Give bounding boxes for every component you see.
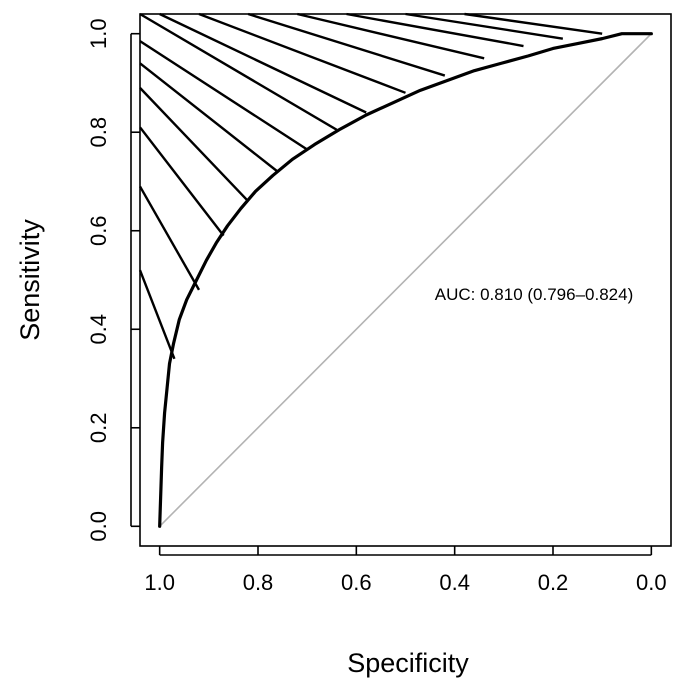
x-axis: 1.0 0.8 0.6 0.4 0.2 0.0 xyxy=(144,546,667,595)
y-tick-label-3: 0.6 xyxy=(86,215,111,246)
diagonal-reference-line xyxy=(159,33,652,527)
x-tick-label-0: 1.0 xyxy=(144,570,175,595)
x-axis-title: Specificity xyxy=(347,648,469,678)
x-tick-label-3: 0.4 xyxy=(439,570,470,595)
y-tick-label-0: 0.0 xyxy=(86,511,111,542)
plot-frame xyxy=(139,13,672,547)
ci-hatch-line-13 xyxy=(464,12,603,35)
ci-hatch-line-4 xyxy=(139,62,279,173)
ci-hatch-line-11 xyxy=(346,12,524,48)
ci-hatch-line-7 xyxy=(159,12,367,114)
y-tick-label-4: 0.8 xyxy=(86,117,111,148)
y-tick-label-2: 0.4 xyxy=(86,314,111,345)
auc-annotation: AUC: 0.810 (0.796–0.824) xyxy=(435,285,633,304)
x-tick-label-1: 0.8 xyxy=(243,570,274,595)
x-tick-label-5: 0.0 xyxy=(636,570,667,595)
y-axis: 0.0 0.2 0.4 0.6 0.8 1.0 xyxy=(86,18,140,542)
x-tick-label-2: 0.6 xyxy=(341,570,372,595)
y-axis-title: Sensitivity xyxy=(15,219,45,341)
ci-hatch-line-2 xyxy=(139,126,225,237)
ci-hatch-line-8 xyxy=(198,12,406,94)
x-tick-label-4: 0.2 xyxy=(538,570,569,595)
y-tick-label-5: 1.0 xyxy=(86,18,111,49)
ci-hatch-line-1 xyxy=(138,185,201,291)
ci-hatch-line-5 xyxy=(139,40,308,151)
ci-hatch-line-9 xyxy=(247,12,446,77)
ci-hatch-line-0 xyxy=(138,269,176,360)
ci-hatch-line-12 xyxy=(405,12,564,40)
roc-curve-line xyxy=(158,32,653,528)
y-tick-label-1: 0.2 xyxy=(86,412,111,443)
ci-hatch-line-10 xyxy=(297,12,485,60)
plot-area xyxy=(138,12,653,528)
ci-hatch-line-3 xyxy=(139,87,250,203)
ci-hatch-line-6 xyxy=(139,12,338,131)
